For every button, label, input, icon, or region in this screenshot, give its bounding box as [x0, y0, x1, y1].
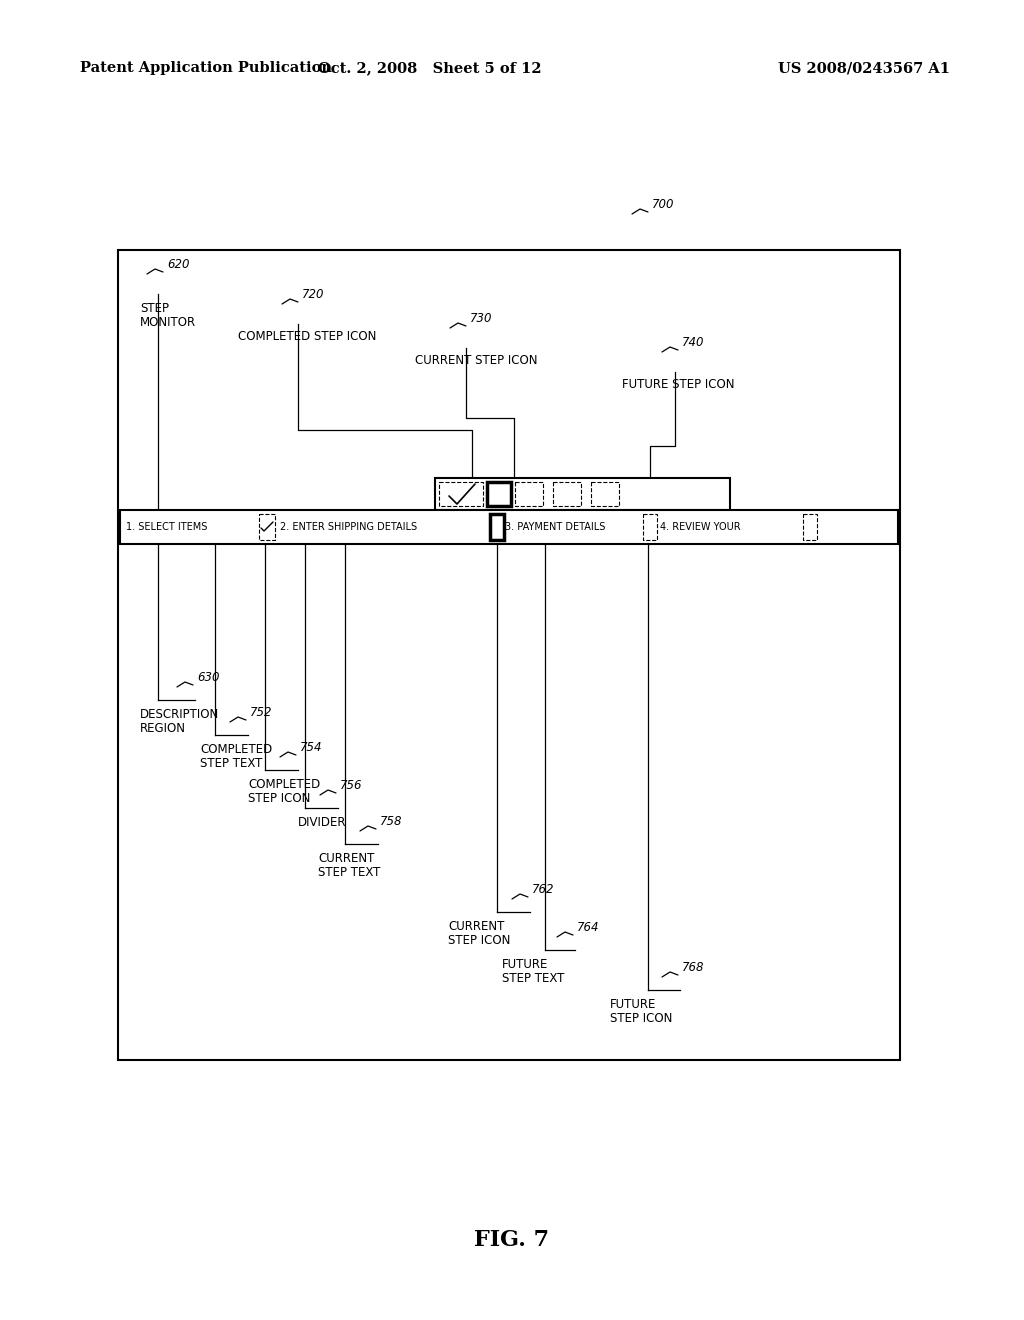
Text: 2. ENTER SHIPPING DETAILS: 2. ENTER SHIPPING DETAILS — [280, 521, 417, 532]
Text: STEP ICON: STEP ICON — [248, 792, 310, 805]
Text: FUTURE: FUTURE — [610, 998, 656, 1011]
Text: STEP TEXT: STEP TEXT — [502, 972, 564, 985]
Text: DESCRIPTION: DESCRIPTION — [140, 708, 219, 721]
Bar — [643, 513, 657, 540]
Text: 700: 700 — [652, 198, 675, 211]
Text: 1. SELECT ITEMS: 1. SELECT ITEMS — [126, 521, 208, 532]
Text: 4. REVIEW YOUR: 4. REVIEW YOUR — [660, 521, 740, 532]
Text: REGION: REGION — [140, 722, 186, 735]
Text: Oct. 2, 2008   Sheet 5 of 12: Oct. 2, 2008 Sheet 5 of 12 — [318, 61, 542, 75]
Bar — [120, 510, 898, 544]
Text: STEP: STEP — [140, 302, 169, 315]
Text: STEP ICON: STEP ICON — [449, 935, 510, 946]
Text: 758: 758 — [380, 814, 402, 828]
Text: 620: 620 — [167, 257, 189, 271]
Bar — [487, 482, 511, 506]
Text: US 2008/0243567 A1: US 2008/0243567 A1 — [778, 61, 950, 75]
Bar — [259, 513, 275, 540]
Text: 768: 768 — [682, 961, 705, 974]
Text: 756: 756 — [340, 779, 362, 792]
Bar — [435, 478, 730, 510]
Text: COMPLETED STEP ICON: COMPLETED STEP ICON — [238, 330, 377, 343]
Text: 630: 630 — [197, 671, 219, 684]
Bar — [591, 482, 618, 506]
Text: 752: 752 — [250, 706, 272, 719]
Bar — [490, 513, 504, 540]
Text: FIG. 7: FIG. 7 — [474, 1229, 550, 1251]
Bar — [439, 482, 483, 506]
Text: STEP TEXT: STEP TEXT — [318, 866, 380, 879]
Text: STEP ICON: STEP ICON — [610, 1012, 673, 1026]
Text: CURRENT: CURRENT — [449, 920, 505, 933]
Text: Patent Application Publication: Patent Application Publication — [80, 61, 332, 75]
Bar — [553, 482, 581, 506]
Text: FUTURE: FUTURE — [502, 958, 549, 972]
Text: FUTURE STEP ICON: FUTURE STEP ICON — [622, 378, 734, 391]
Text: CURRENT: CURRENT — [318, 851, 375, 865]
Bar — [118, 249, 900, 1060]
Bar — [515, 482, 543, 506]
Text: 740: 740 — [682, 337, 705, 348]
Bar — [803, 513, 817, 540]
Text: DIVIDER: DIVIDER — [298, 816, 346, 829]
Text: STEP TEXT: STEP TEXT — [200, 756, 262, 770]
Text: 3. PAYMENT DETAILS: 3. PAYMENT DETAILS — [505, 521, 605, 532]
Text: 762: 762 — [532, 883, 555, 896]
Text: 730: 730 — [470, 312, 493, 325]
Text: MONITOR: MONITOR — [140, 315, 197, 329]
Text: 754: 754 — [300, 741, 323, 754]
Text: COMPLETED: COMPLETED — [200, 743, 272, 756]
Text: 764: 764 — [577, 921, 599, 935]
Text: 720: 720 — [302, 288, 325, 301]
Text: COMPLETED: COMPLETED — [248, 777, 321, 791]
Text: CURRENT STEP ICON: CURRENT STEP ICON — [415, 354, 538, 367]
